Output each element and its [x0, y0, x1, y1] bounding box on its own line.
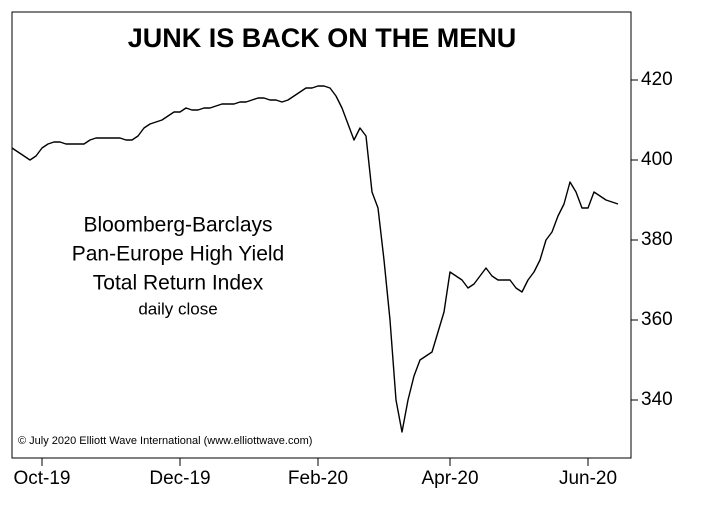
annotation: daily close — [138, 299, 217, 318]
annotation: Pan-Europe High Yield — [72, 243, 284, 266]
x-tick-label: Jun-20 — [559, 468, 617, 489]
x-tick-label: Dec-19 — [149, 468, 210, 489]
y-tick-label: 400 — [641, 149, 673, 170]
y-tick-label: 380 — [641, 229, 673, 250]
x-tick-label: Oct-19 — [13, 468, 70, 489]
annotation: Total Return Index — [93, 272, 264, 295]
y-tick-label: 420 — [641, 69, 673, 90]
x-tick-label: Feb-20 — [288, 468, 348, 489]
annotation: Bloomberg-Barclays — [83, 214, 272, 237]
y-tick-label: 360 — [641, 309, 673, 330]
plot-frame — [11, 11, 632, 459]
chart-title: JUNK IS BACK ON THE MENU — [128, 23, 517, 53]
credit: © July 2020 Elliott Wave International (… — [18, 435, 312, 447]
x-tick-label: Apr-20 — [421, 468, 478, 489]
y-tick-label: 340 — [641, 389, 673, 410]
line-series — [11, 85, 619, 433]
